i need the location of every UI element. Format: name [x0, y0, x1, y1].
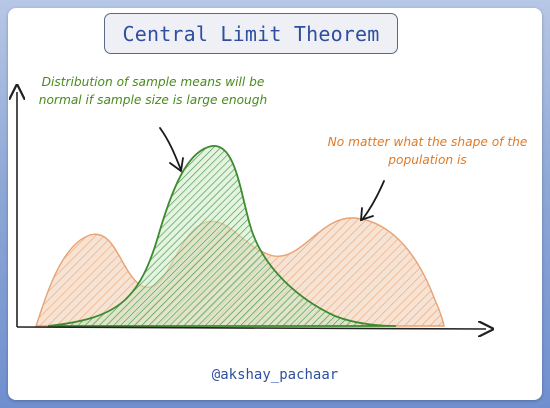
page-title: Central Limit Theorem	[104, 13, 398, 54]
sample-means-arrow	[159, 127, 184, 173]
sample-means-annotation: Distribution of sample means will be nor…	[38, 75, 268, 107]
author-credit: @akshay_pachaar	[211, 367, 339, 383]
population-annotation: No matter what the shape of the populati…	[327, 135, 528, 167]
diagram-card	[8, 8, 542, 400]
population-arrow	[359, 180, 385, 222]
sample-means-normal-curve	[47, 145, 397, 327]
x-axis	[16, 327, 486, 329]
